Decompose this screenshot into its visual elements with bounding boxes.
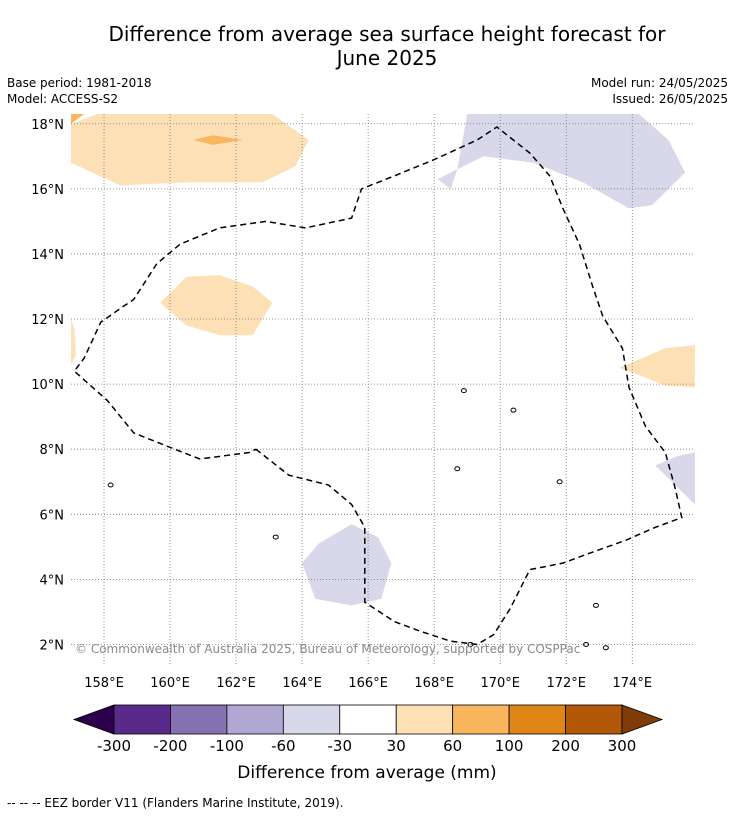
anomaly-regions bbox=[71, 114, 695, 606]
colorbar-tick-label-2: -100 bbox=[210, 737, 244, 755]
colorbar-tick-label-6: 60 bbox=[443, 737, 462, 755]
issued-label: Issued: 26/05/2025 bbox=[612, 92, 728, 106]
colorbar-tick-label-9: 300 bbox=[608, 737, 637, 755]
meta-left: Base period: 1981-2018 Model: ACCESS-S2 bbox=[7, 75, 152, 107]
lat-tick-label-4: 10°N bbox=[31, 378, 64, 393]
lat-tick-label-6: 6°N bbox=[40, 508, 65, 523]
eez-border-line bbox=[73, 126, 683, 646]
colorbar-under-triangle bbox=[72, 704, 115, 735]
anomaly-region-1 bbox=[71, 114, 85, 124]
lon-tick-label-3: 164°E bbox=[282, 676, 322, 691]
title-line-1: Difference from average sea surface heig… bbox=[108, 22, 666, 46]
map-chart: © Commonwealth of Australia 2025, Bureau… bbox=[31, 114, 695, 783]
anomaly-region-8 bbox=[302, 524, 392, 606]
lat-tick-label-1: 16°N bbox=[31, 183, 64, 198]
colorbar-segment-2 bbox=[226, 704, 284, 735]
map-gridlines bbox=[71, 114, 695, 664]
lat-tick-label-0: 18°N bbox=[31, 118, 64, 133]
title-line-2: June 2025 bbox=[336, 46, 438, 70]
colorbar-tick-labels: -300 -200 -100 -60 -30 30 60 100 200 300 bbox=[97, 737, 636, 755]
colorbar-tick-label-0: -300 bbox=[97, 737, 131, 755]
colorbar-segment-8 bbox=[565, 704, 623, 735]
island-4 bbox=[583, 641, 590, 647]
lat-tick-label-8: 2°N bbox=[40, 638, 65, 653]
chart-title: Difference from average sea surface heig… bbox=[60, 22, 714, 70]
lon-tick-label-5: 168°E bbox=[414, 676, 454, 691]
colorbar-tick-label-1: -200 bbox=[153, 737, 187, 755]
copyright-text: © Commonwealth of Australia 2025, Bureau… bbox=[75, 642, 580, 656]
longitude-tick-labels: 158°E 160°E 162°E 164°E 166°E 168°E 170°E 172°E… bbox=[84, 676, 652, 691]
island-9 bbox=[460, 388, 467, 394]
colorbar-tick-label-7: 100 bbox=[495, 737, 524, 755]
island-5 bbox=[602, 645, 609, 651]
colorbar-segment-6 bbox=[452, 704, 510, 735]
latitude-tick-labels: 18°N 16°N 14°N 12°N 10°N 8°N 6°N 4°N 2°N bbox=[31, 118, 64, 654]
meta-right: Model run: 24/05/2025 Issued: 26/05/2025 bbox=[591, 75, 728, 107]
island-1 bbox=[272, 534, 279, 540]
anomaly-region-6 bbox=[437, 114, 686, 209]
lon-tick-label-4: 166°E bbox=[348, 676, 388, 691]
anomaly-region-5 bbox=[619, 345, 695, 388]
colorbar-segment-1 bbox=[170, 704, 228, 735]
colorbar-segment-7 bbox=[508, 704, 566, 735]
island-3 bbox=[592, 602, 599, 608]
anomaly-region-0 bbox=[71, 114, 309, 186]
eez-legend-text: -- -- -- EEZ border V11 (Flanders Marine… bbox=[7, 796, 344, 810]
lat-tick-label-2: 14°N bbox=[31, 248, 64, 263]
lat-tick-label-5: 8°N bbox=[40, 443, 65, 458]
colorbar-segment-5 bbox=[395, 704, 454, 735]
colorbar-over-triangle bbox=[621, 704, 664, 735]
colorbar-tick-label-8: 200 bbox=[551, 737, 580, 755]
island-8 bbox=[510, 407, 517, 413]
model-label: Model: ACCESS-S2 bbox=[7, 92, 119, 106]
island-outlines bbox=[107, 388, 609, 651]
lat-tick-label-3: 12°N bbox=[31, 313, 64, 328]
island-6 bbox=[556, 479, 563, 485]
island-0 bbox=[107, 482, 114, 488]
colorbar-segment-0 bbox=[113, 704, 171, 735]
colorbar-segment-4 bbox=[339, 704, 397, 735]
anomaly-region-4 bbox=[71, 319, 76, 365]
colorbar-tick-label-5: 30 bbox=[387, 737, 406, 755]
anomaly-region-3 bbox=[160, 275, 273, 336]
base-period-label: Base period: 1981-2018 bbox=[7, 76, 152, 90]
lon-tick-label-0: 158°E bbox=[84, 676, 124, 691]
lon-tick-label-6: 170°E bbox=[480, 676, 520, 691]
lon-tick-label-2: 162°E bbox=[216, 676, 256, 691]
colorbar-label: Difference from average (mm) bbox=[237, 763, 496, 783]
colorbar-tick-label-4: -30 bbox=[328, 737, 353, 755]
model-run-label: Model run: 24/05/2025 bbox=[590, 76, 728, 90]
lon-tick-label-1: 160°E bbox=[150, 676, 190, 691]
colorbar-segment-3 bbox=[282, 704, 341, 735]
colorbar bbox=[72, 704, 664, 735]
lat-tick-label-7: 4°N bbox=[40, 573, 65, 588]
anomaly-region-2 bbox=[193, 135, 243, 145]
island-7 bbox=[454, 466, 461, 472]
anomaly-region-7 bbox=[655, 452, 695, 505]
lon-tick-label-7: 172°E bbox=[546, 676, 586, 691]
colorbar-tick-label-3: -60 bbox=[271, 737, 296, 755]
lon-tick-label-8: 174°E bbox=[613, 676, 653, 691]
